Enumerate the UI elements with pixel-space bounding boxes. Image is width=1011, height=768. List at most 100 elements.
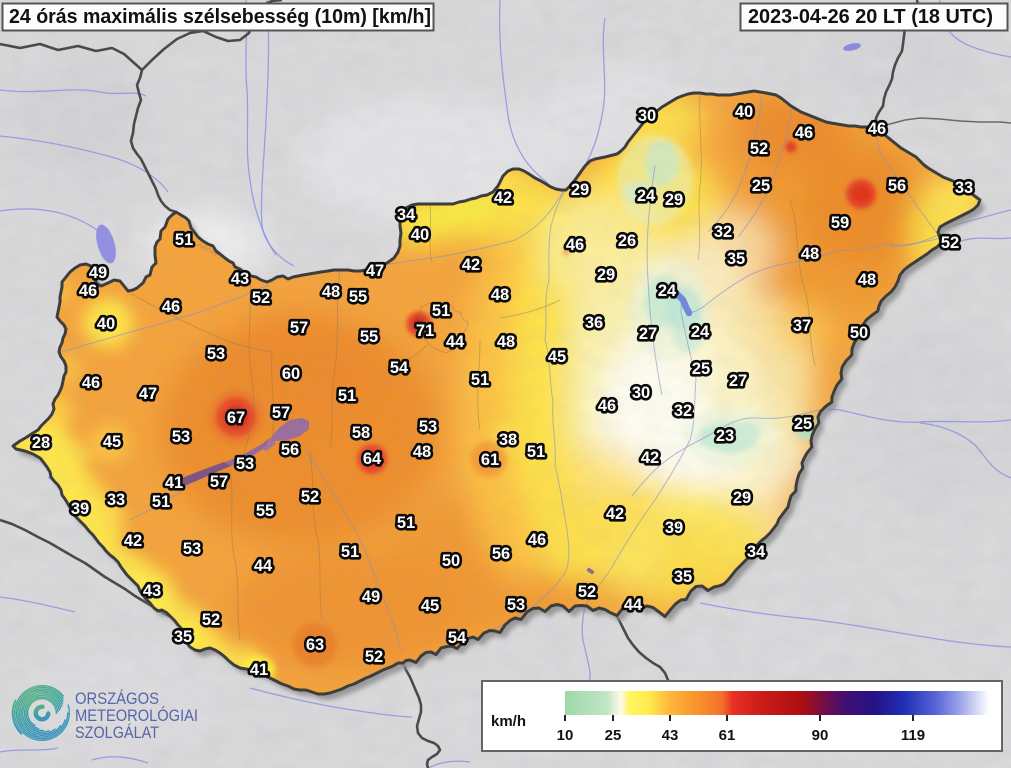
- svg-text:24: 24: [691, 323, 710, 341]
- svg-text:2023-04-26 20 LT (18 UTC): 2023-04-26 20 LT (18 UTC): [748, 6, 993, 28]
- svg-text:29: 29: [597, 266, 615, 284]
- svg-text:52: 52: [202, 611, 220, 629]
- svg-text:25: 25: [692, 360, 710, 378]
- svg-text:30: 30: [632, 384, 650, 402]
- svg-text:49: 49: [89, 264, 107, 282]
- svg-text:27: 27: [639, 325, 657, 343]
- svg-text:30: 30: [638, 107, 656, 125]
- svg-text:56: 56: [492, 545, 510, 563]
- svg-text:48: 48: [491, 286, 509, 304]
- svg-text:46: 46: [79, 282, 97, 300]
- svg-text:58: 58: [352, 424, 370, 442]
- svg-text:35: 35: [174, 628, 192, 646]
- svg-text:57: 57: [290, 319, 308, 337]
- svg-text:51: 51: [527, 443, 545, 461]
- svg-text:29: 29: [571, 181, 589, 199]
- svg-text:46: 46: [868, 120, 886, 138]
- svg-text:46: 46: [566, 236, 584, 254]
- svg-text:51: 51: [338, 387, 356, 405]
- svg-text:37: 37: [793, 317, 811, 335]
- svg-text:km/h: km/h: [491, 713, 526, 730]
- svg-text:51: 51: [175, 231, 193, 249]
- svg-text:53: 53: [172, 428, 190, 446]
- svg-text:48: 48: [801, 245, 819, 263]
- svg-text:40: 40: [97, 315, 115, 333]
- svg-text:39: 39: [71, 500, 89, 518]
- svg-text:36: 36: [585, 314, 603, 332]
- svg-text:51: 51: [471, 371, 489, 389]
- svg-text:57: 57: [272, 404, 290, 422]
- svg-text:53: 53: [419, 418, 437, 436]
- svg-text:ORSZÁGOS: ORSZÁGOS: [75, 689, 159, 708]
- svg-text:45: 45: [103, 433, 121, 451]
- svg-text:53: 53: [507, 596, 525, 614]
- svg-text:52: 52: [578, 583, 596, 601]
- svg-text:42: 42: [641, 449, 659, 467]
- svg-text:32: 32: [674, 402, 692, 420]
- svg-text:52: 52: [365, 648, 383, 666]
- svg-text:35: 35: [727, 250, 745, 268]
- svg-text:49: 49: [362, 588, 380, 606]
- svg-text:42: 42: [462, 256, 480, 274]
- svg-text:50: 50: [850, 324, 868, 342]
- svg-text:64: 64: [363, 450, 382, 468]
- svg-text:44: 44: [446, 333, 465, 351]
- svg-text:44: 44: [624, 596, 643, 614]
- svg-text:42: 42: [124, 532, 142, 550]
- svg-text:33: 33: [107, 491, 125, 509]
- svg-text:60: 60: [282, 365, 300, 383]
- svg-text:35: 35: [674, 568, 692, 586]
- svg-text:55: 55: [360, 328, 378, 346]
- svg-text:51: 51: [341, 543, 359, 561]
- svg-text:48: 48: [858, 271, 876, 289]
- svg-text:28: 28: [32, 434, 50, 452]
- svg-text:51: 51: [432, 302, 450, 320]
- svg-text:24: 24: [658, 282, 677, 300]
- svg-text:52: 52: [941, 234, 959, 252]
- svg-text:71: 71: [416, 322, 434, 340]
- svg-text:43: 43: [662, 727, 679, 744]
- svg-text:56: 56: [888, 177, 906, 195]
- svg-text:56: 56: [281, 441, 299, 459]
- svg-text:59: 59: [831, 214, 849, 232]
- svg-text:48: 48: [413, 443, 431, 461]
- svg-text:23: 23: [716, 427, 734, 445]
- svg-text:41: 41: [165, 474, 183, 492]
- svg-text:40: 40: [735, 103, 753, 121]
- svg-text:119: 119: [901, 727, 925, 744]
- svg-text:61: 61: [719, 727, 736, 744]
- svg-text:52: 52: [750, 140, 768, 158]
- svg-text:34: 34: [747, 543, 766, 561]
- svg-text:34: 34: [397, 206, 416, 224]
- svg-text:SZOLGÁLAT: SZOLGÁLAT: [75, 723, 159, 742]
- svg-text:55: 55: [256, 502, 274, 520]
- svg-text:55: 55: [349, 288, 367, 306]
- svg-text:47: 47: [139, 385, 157, 403]
- svg-text:57: 57: [210, 473, 228, 491]
- svg-text:45: 45: [548, 348, 566, 366]
- svg-text:61: 61: [481, 451, 499, 469]
- svg-text:25: 25: [794, 415, 812, 433]
- svg-text:46: 46: [162, 298, 180, 316]
- svg-text:52: 52: [252, 289, 270, 307]
- svg-text:48: 48: [322, 283, 340, 301]
- svg-text:54: 54: [448, 629, 467, 647]
- svg-text:46: 46: [598, 397, 616, 415]
- svg-text:53: 53: [236, 455, 254, 473]
- svg-text:39: 39: [665, 519, 683, 537]
- svg-text:25: 25: [605, 727, 622, 744]
- svg-text:67: 67: [227, 409, 245, 427]
- svg-text:METEOROLÓGIAI: METEOROLÓGIAI: [75, 706, 198, 725]
- svg-text:10: 10: [557, 727, 574, 744]
- svg-text:46: 46: [82, 374, 100, 392]
- svg-text:50: 50: [442, 552, 460, 570]
- svg-text:24 órás maximális szélsebesség: 24 órás maximális szélsebesség (10m) [km…: [9, 6, 431, 28]
- svg-text:90: 90: [812, 727, 829, 744]
- svg-text:52: 52: [301, 488, 319, 506]
- svg-text:40: 40: [411, 226, 429, 244]
- svg-text:48: 48: [497, 333, 515, 351]
- svg-text:41: 41: [250, 661, 268, 679]
- svg-text:42: 42: [606, 505, 624, 523]
- svg-text:26: 26: [618, 232, 636, 250]
- svg-text:38: 38: [499, 431, 517, 449]
